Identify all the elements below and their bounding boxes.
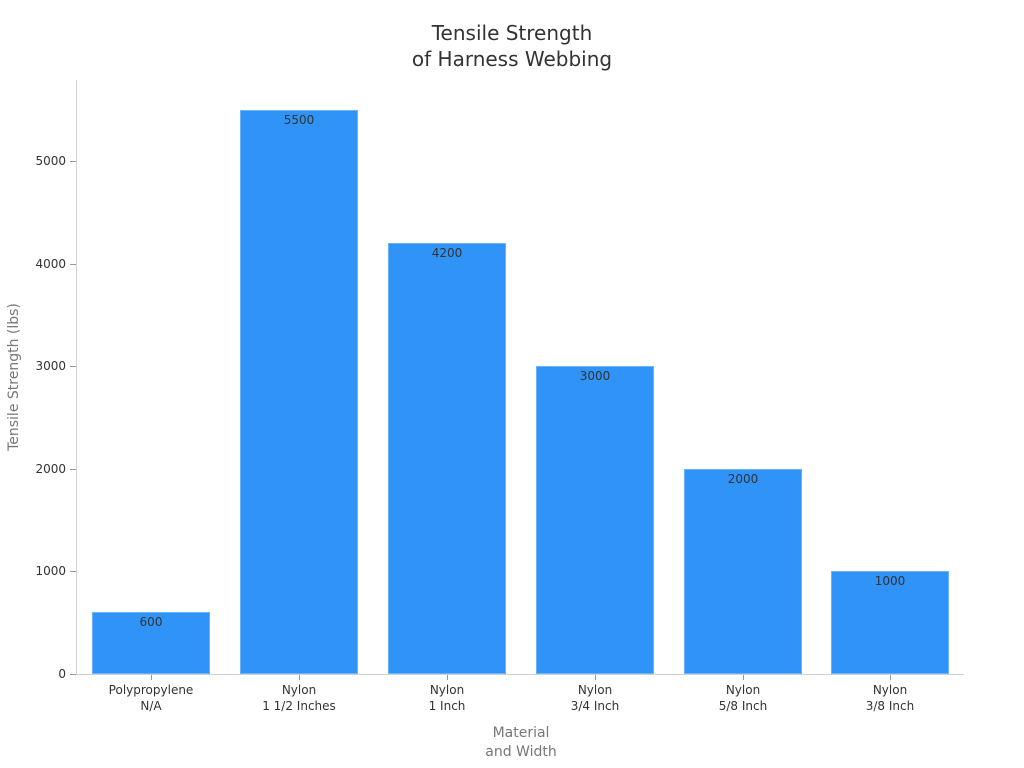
y-tick-label: 4000 [35, 256, 66, 271]
bar-value-label: 5500 [283, 112, 315, 127]
x-tick-label-line: Nylon [577, 683, 613, 697]
x-tick-label-line: 3/8 Inch [865, 699, 915, 713]
y-tick-mark [70, 366, 76, 368]
x-tick-mark [151, 675, 152, 680]
bar[interactable]: 4200 [388, 243, 506, 674]
y-axis-title: Tensile Strength (lbs) [6, 303, 22, 451]
x-tick-label: Polypropylene N/A [109, 682, 194, 714]
y-axis-line [76, 80, 77, 674]
x-tick-label: Nylon 3/4 Inch [571, 682, 619, 714]
x-tick-label-line: 5/8 Inch [718, 699, 768, 713]
bar[interactable]: 5500 [240, 109, 358, 674]
bar-value-label: 3000 [579, 369, 611, 384]
bar[interactable]: 2000 [684, 468, 802, 674]
y-tick-mark [70, 263, 76, 265]
bar-value-label: 1000 [874, 574, 906, 589]
x-tick-label-line: 3/4 Inch [570, 699, 620, 713]
y-tick-label: 0 [58, 667, 66, 681]
x-tick-label-line: N/A [140, 699, 162, 713]
y-tick-mark [70, 571, 76, 573]
bar-value-label: 4200 [431, 246, 463, 261]
bar[interactable]: 600 [92, 612, 210, 674]
x-tick-label: Nylon 3/8 Inch [866, 682, 914, 714]
y-tick-label: 1000 [35, 564, 66, 579]
x-tick-label: Nylon 5/8 Inch [719, 682, 767, 714]
x-axis-title: Material and Width [485, 724, 556, 762]
y-tick-label: 5000 [35, 154, 66, 168]
x-tick-mark [447, 675, 448, 680]
x-tick-label-line: Nylon [281, 683, 317, 697]
x-tick-label-line: Nylon [429, 683, 465, 697]
y-tick-label: 3000 [35, 359, 66, 374]
x-tick-label: Nylon 1 1/2 Inches [262, 682, 336, 714]
chart-title-line1: Tensile Strength [431, 21, 593, 45]
x-tick-label-line: Polypropylene [108, 683, 194, 697]
bar[interactable]: 1000 [831, 571, 949, 674]
x-axis-title-line1: Material [492, 725, 550, 741]
x-axis-title-line2: and Width [485, 744, 557, 760]
bar-value-label: 2000 [727, 471, 759, 486]
bar[interactable]: 3000 [536, 366, 654, 674]
x-tick-mark [743, 675, 744, 680]
x-tick-mark [890, 675, 891, 680]
x-tick-label-line: 1 Inch [428, 699, 466, 713]
y-tick-mark [70, 468, 76, 470]
x-tick-label: Nylon 1 Inch [429, 682, 466, 714]
y-tick-label: 2000 [35, 461, 66, 476]
bar-value-label: 600 [139, 615, 163, 630]
x-tick-mark [299, 675, 300, 680]
x-tick-mark [595, 675, 596, 680]
x-axis-line [76, 674, 964, 675]
y-tick-mark [70, 161, 76, 162]
x-tick-label-line: 1 1/2 Inches [262, 699, 336, 713]
x-tick-label-line: Nylon [725, 683, 761, 697]
y-tick-mark [70, 674, 76, 675]
chart-title-line2: of Harness Webbing [411, 47, 613, 71]
x-tick-label-line: Nylon [872, 683, 908, 697]
